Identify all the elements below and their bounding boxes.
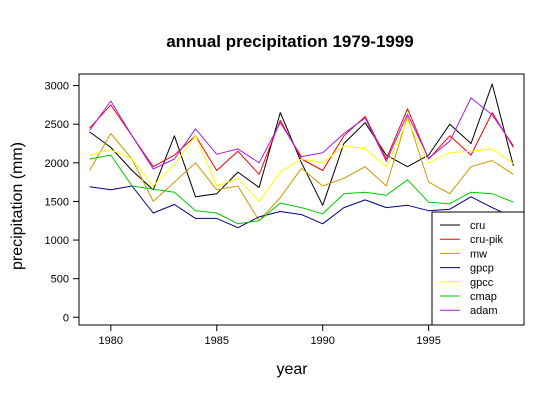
series-line-mw [89, 116, 514, 222]
legend-label-cru: cru [470, 220, 485, 232]
x-axis-title: year [276, 361, 308, 378]
x-tick-label: 1985 [204, 335, 228, 347]
legend-label-cmap: cmap [470, 291, 497, 303]
legend-label-adam: adam [470, 305, 498, 317]
y-axis-title: precipitation (mm) [9, 142, 26, 270]
legend-box [431, 211, 525, 326]
legend-label-gpcp: gpcp [470, 263, 494, 275]
x-tick-label: 1990 [310, 335, 334, 347]
plot-frame [78, 73, 525, 326]
x-tick-label: 1995 [416, 335, 440, 347]
series-line-gpcc [89, 119, 514, 202]
series-line-cru [89, 83, 514, 206]
legend-label-gpcc: gpcc [470, 277, 494, 289]
legend-label-mw: mw [470, 248, 487, 260]
series-line-adam [89, 97, 514, 170]
y-tick-label: 500 [51, 274, 69, 286]
series-line-cru-pik [89, 104, 514, 175]
y-tick-label: 3000 [45, 81, 69, 93]
legend: cru cru-pik mw gpcp gpcc cmap adam [431, 211, 525, 326]
series-line-gpcp [89, 185, 514, 229]
y-tick-label: 2000 [45, 158, 69, 170]
y-tick-label: 2500 [45, 119, 69, 131]
x-tick-label: 1980 [99, 335, 123, 347]
series-line-cmap [89, 154, 514, 225]
y-tick-label: 0 [63, 312, 69, 324]
y-tick-label: 1500 [45, 196, 69, 208]
legend-label-cru-pik: cru-pik [470, 234, 504, 246]
y-tick-label: 1000 [45, 235, 69, 247]
chart-title: annual precipitation 1979-1999 [166, 32, 414, 51]
